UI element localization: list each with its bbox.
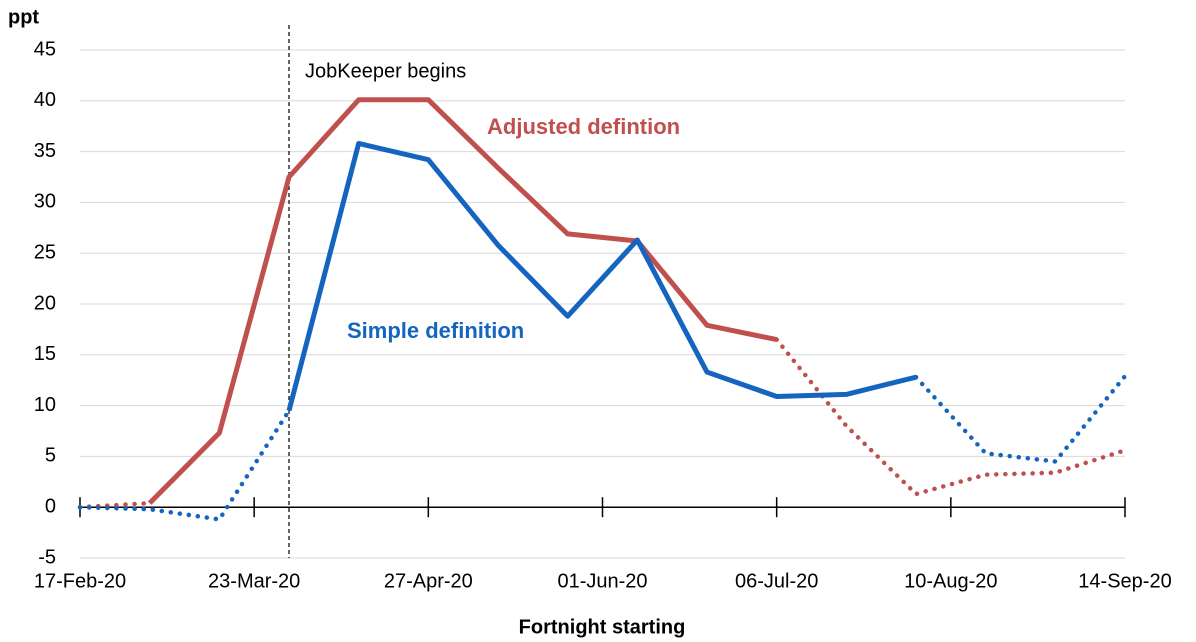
x-tick-label: 06-Jul-20 bbox=[735, 570, 818, 592]
series-line bbox=[147, 97, 778, 505]
x-axis-title: Fortnight starting bbox=[519, 616, 686, 638]
x-tick-label: 17-Feb-20 bbox=[34, 570, 126, 592]
y-tick-label: -5 bbox=[38, 546, 56, 568]
x-tick-label: 23-Mar-20 bbox=[208, 570, 300, 592]
series-line bbox=[77, 373, 1128, 522]
y-tick-label: 15 bbox=[34, 343, 56, 365]
annotation: JobKeeper begins bbox=[305, 60, 466, 82]
y-tick-label: 40 bbox=[34, 89, 56, 111]
y-axis-title: ppt bbox=[8, 6, 39, 28]
annotation: Simple definition bbox=[347, 318, 524, 343]
y-tick-label: 20 bbox=[34, 292, 56, 314]
y-tick-label: 45 bbox=[34, 38, 56, 60]
y-tick-label: 5 bbox=[45, 445, 56, 467]
series-line bbox=[77, 337, 1128, 510]
y-tick-label: 25 bbox=[34, 241, 56, 263]
x-tick-label: 10-Aug-20 bbox=[904, 570, 997, 592]
y-tick-label: 35 bbox=[34, 140, 56, 162]
x-tick-label: 14-Sep-20 bbox=[1078, 570, 1171, 592]
y-tick-label: 0 bbox=[45, 495, 56, 517]
y-tick-label: 30 bbox=[34, 191, 56, 213]
x-tick-label: 27-Apr-20 bbox=[384, 570, 473, 592]
series-line bbox=[286, 140, 917, 412]
x-tick-label: 01-Jun-20 bbox=[557, 570, 647, 592]
annotation: Adjusted defintion bbox=[487, 114, 680, 139]
y-tick-label: 10 bbox=[34, 394, 56, 416]
